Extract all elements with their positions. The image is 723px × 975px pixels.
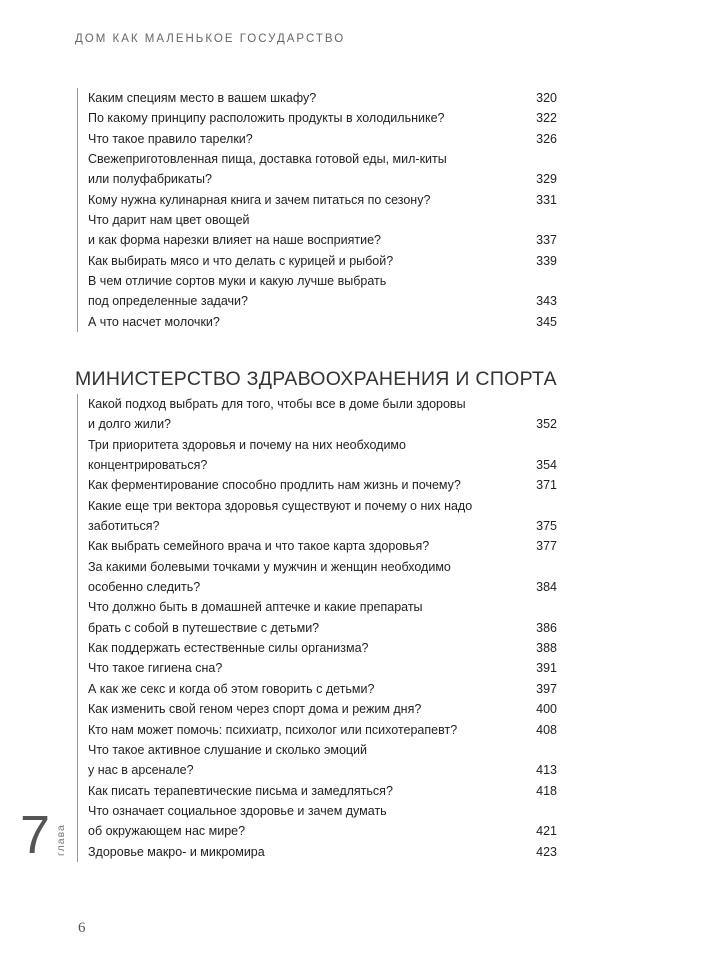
toc-entry-title-line: Что означает социальное здоровье и зачем… [88,803,387,818]
toc-entry[interactable]: Как поддержать естественные силы организ… [88,638,557,659]
toc-entry[interactable]: Как выбирать мясо и что делать с курицей… [88,250,557,272]
toc-entry-page: 339 [532,250,557,272]
toc-entry-title-line: Свежеприготовленная пища, доставка готов… [88,152,447,167]
toc-entry-title-line: под определенные задачи? [88,294,248,309]
toc-entry-title-line: Что такое активное слушание и сколько эм… [88,742,368,757]
toc-entry-title-line: Каким специям место в вашем шкафу? [88,91,317,105]
toc-entry-title-line: По какому принципу расположить продукты … [88,111,445,126]
toc-entry-title-line: концентрироваться? [88,458,208,473]
toc-entry-title-line: А как же секс и когда об этом говорить с… [88,681,375,696]
toc-entry-title-line: Кто нам может помочь: психиатр, психолог… [88,722,458,737]
toc-entry-title-line: В чем отличие сортов муки и какую лучше … [88,274,387,289]
toc-entry[interactable]: Какие еще три вектора здоровья существую… [88,496,557,537]
toc-entry[interactable]: Что такое активное слушание и сколько эм… [88,740,557,781]
toc-entry-page: 329 [532,169,557,190]
toc-entry-title-line: и долго жили? [88,417,172,432]
toc-entry-title-line: Как поддержать естественные силы организ… [88,641,369,656]
toc-entry[interactable]: Кто нам может помочь: психиатр, психолог… [88,719,557,740]
toc-entry-title-line: об окружающем нас мире? [88,824,246,839]
chapter-label: глава [55,824,67,856]
page-number: 6 [78,920,86,936]
toc-entry-title-line: Как ферментирование способно продлить на… [88,478,461,493]
toc-entry-title-line: Что дарит нам цвет овощей [88,213,250,228]
toc-entry-title-line: Что такое гигиена сна? [88,661,223,676]
toc-entry[interactable]: По какому принципу расположить продукты … [88,108,557,129]
toc-entry-title-line: Какой подход выбрать для того, чтобы все… [88,397,466,411]
running-head: ДОМ КАК МАЛЕНЬКОЕ ГОСУДАРСТВО [75,33,346,45]
toc-entry-page: 326 [532,128,557,150]
toc-entry-page: 375 [532,516,557,537]
toc-entry[interactable]: Каким специям место в вашем шкафу? 320 [88,88,557,109]
toc-entry-page: 322 [532,108,557,129]
toc-entry-page: 352 [532,414,557,435]
toc-entry-page: 397 [532,678,557,700]
toc-entry-title-line: заботиться? [88,519,160,534]
toc-entry-title-line: Как выбрать семейного врача и что такое … [88,539,430,554]
toc-entry-title-line: Кому нужна кулинарная книга и зачем пита… [88,192,431,207]
toc-entry-title-line: брать с собой в путешествие с детьми? [88,620,320,635]
toc-entry-page: 337 [532,230,557,251]
section-title: МИНИСТЕРСТВО ЗДРАВООХРАНЕНИЯ И СПОРТА [75,368,557,390]
toc-entry-title-line: Здоровье макро- и микромира [88,844,265,859]
toc-entry[interactable]: В чем отличие сортов муки и какую лучше … [88,271,557,312]
toc-entry-title-line: Какие еще три вектора здоровья существую… [88,498,473,513]
toc-entry-page: 400 [532,699,557,720]
toc-entry-page: 343 [532,291,557,312]
chapter-number: 7 [19,805,50,865]
toc-entry-title-line: А что насчет молочки? [88,314,220,329]
toc-entry-title-line: Как выбирать мясо и что делать с курицей… [88,253,394,268]
toc-entry[interactable]: Свежеприготовленная пища, доставка готов… [88,149,557,190]
toc-entry[interactable]: Что должно быть в домашней аптечке и как… [88,597,557,639]
toc-entry-page: 354 [532,455,557,476]
toc-entry-page: 388 [532,638,557,659]
toc-entry-title-line: Три приоритета здоровья и почему на них … [88,437,406,452]
toc-entry[interactable]: Здоровье макро- и микромира 423 [88,841,557,862]
toc-entry[interactable]: Кому нужна кулинарная книга и зачем пита… [88,189,557,211]
toc-entry-page: 377 [532,536,557,557]
toc-entry[interactable]: Как выбрать семейного врача и что такое … [88,536,557,557]
toc-entry-page: 391 [532,658,557,679]
toc-entry[interactable]: За какими болевыми точками у мужчин и же… [88,557,557,598]
toc-entry[interactable]: Три приоритета здоровья и почему на них … [88,435,557,476]
toc-entry[interactable]: Что дарит нам цвет овощей и как форма нар… [88,210,557,251]
toc-entry[interactable]: Что такое правило тарелки? 326 [88,128,557,150]
toc-entry-title-line: Что должно быть в домашней аптечке и как… [88,600,423,615]
toc-entry[interactable]: А как же секс и когда об этом говорить с… [88,678,557,700]
toc-entry-page: 418 [532,780,557,801]
toc-entry[interactable]: А что насчет молочки? 345 [88,311,557,333]
toc-entry-page: 345 [532,311,557,333]
toc-entry-title-line: За какими болевыми точками у мужчин и же… [88,559,451,574]
toc-entry-title-line: у нас в арсенале? [88,763,194,778]
toc-list-part1: Каким специям место в вашем шкафу? 320 По … [77,88,557,333]
toc-entry-page: 331 [532,189,557,211]
toc-entry-page: 384 [532,577,557,598]
toc-entry-page: 371 [532,475,557,496]
toc-entry-title-line: Что такое правило тарелки? [88,131,253,146]
toc-entry-title-line: Как изменить свой геном через спорт дома… [88,702,422,717]
toc-entry[interactable]: Что такое гигиена сна? 391 [88,658,557,679]
toc-entry-page: 421 [532,821,557,842]
toc-entry-page: 413 [532,760,557,781]
toc-entry[interactable]: Как изменить свой геном через спорт дома… [88,699,557,720]
toc-list-part2: Какой подход выбрать для того, чтобы все… [77,394,557,862]
toc-entry-page: 408 [532,719,557,740]
toc-entry-page: 423 [532,841,557,862]
toc-entry[interactable]: Что означает социальное здоровье и зачем… [88,801,557,842]
toc-entry[interactable]: Какой подход выбрать для того, чтобы все… [88,394,557,435]
toc-entry[interactable]: Как писать терапевтические письма и заме… [88,780,557,801]
toc-entry-page: 320 [532,88,557,109]
toc-entry-title-line: и как форма нарезки влияет на наше воспр… [88,233,381,248]
toc-entry-page: 386 [532,617,557,639]
toc-entry-title-line: особенно следить? [88,580,201,595]
toc-entry-title-line: или полуфабрикаты? [88,172,212,187]
toc-entry-title-line: Как писать терапевтические письма и заме… [88,783,393,798]
toc-entry[interactable]: Как ферментирование способно продлить на… [88,475,557,496]
